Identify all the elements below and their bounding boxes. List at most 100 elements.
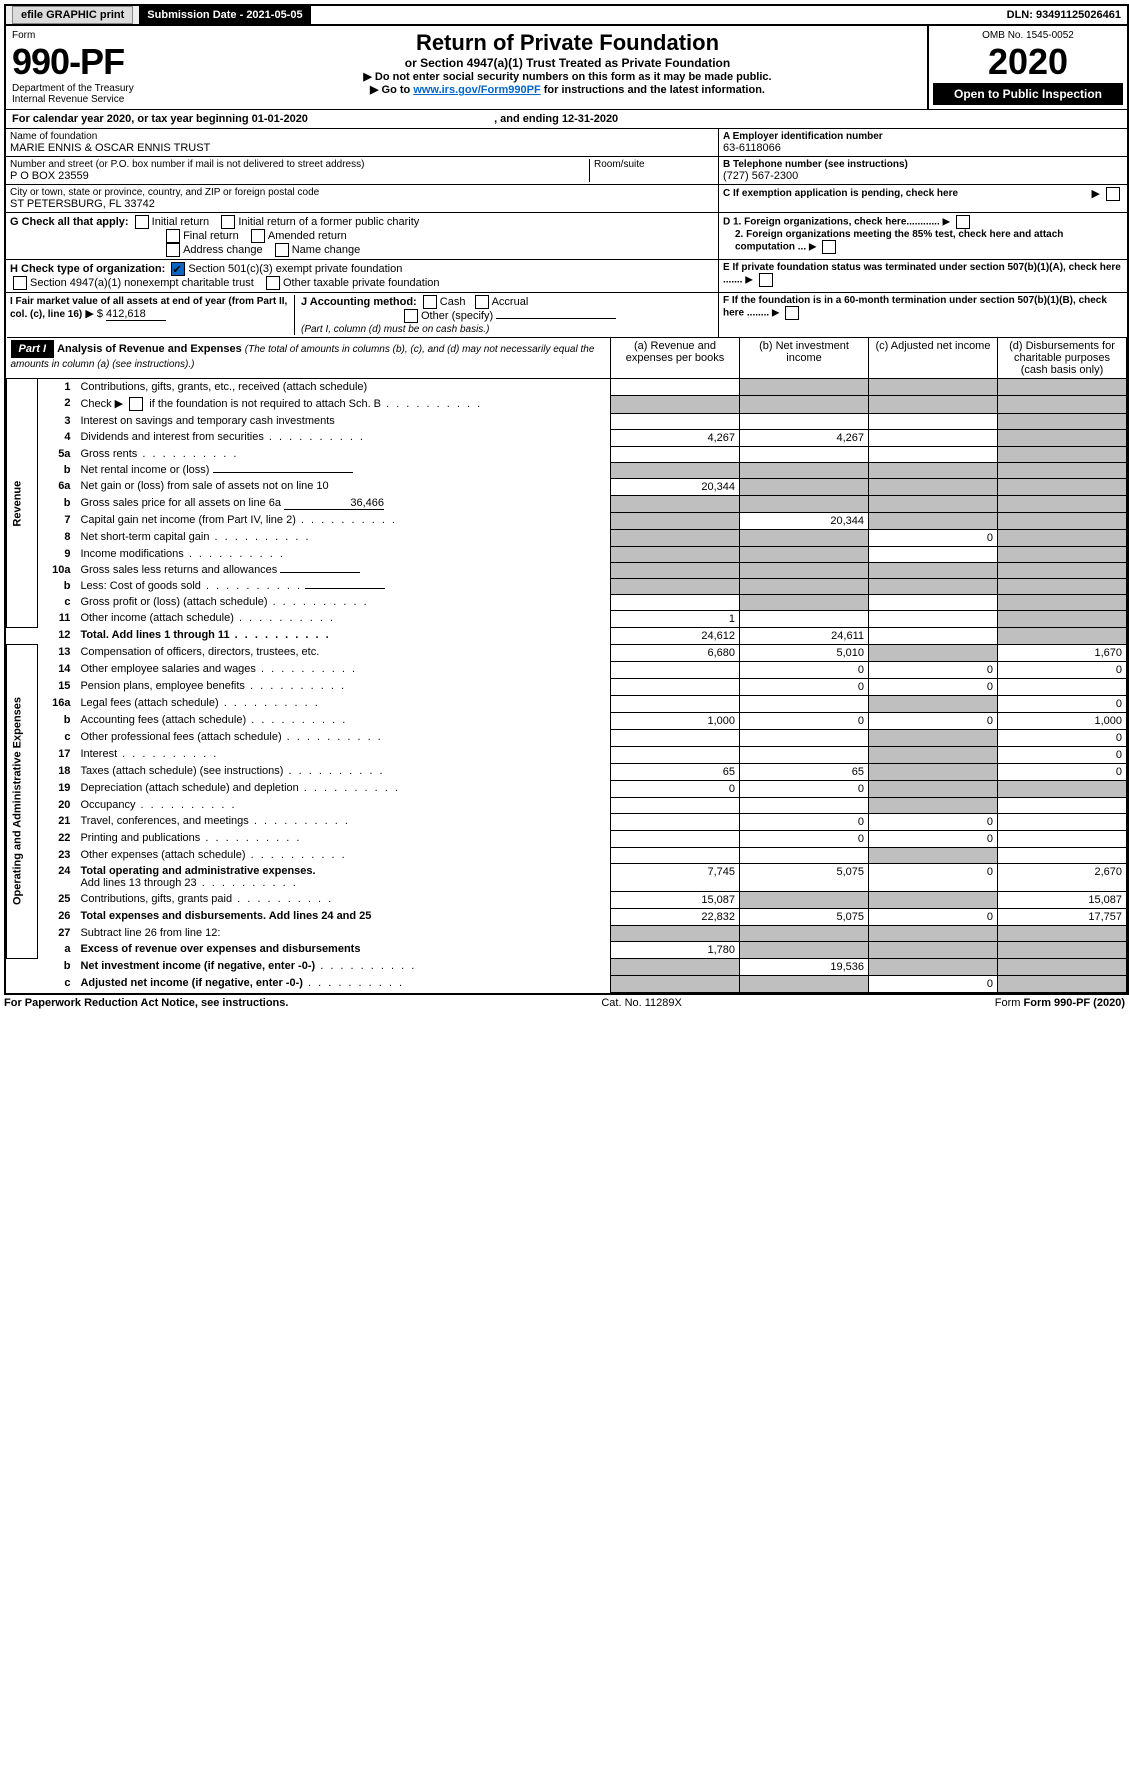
dln: DLN: 93491125026461 bbox=[1001, 6, 1127, 24]
col-b-hdr: (b) Net investment income bbox=[740, 338, 869, 379]
d1-label: D 1. Foreign organizations, check here..… bbox=[723, 217, 940, 228]
r26-a: 22,832 bbox=[611, 908, 740, 925]
r14-d: Other employee salaries and wages bbox=[76, 661, 610, 678]
instr2-pre: ▶ Go to bbox=[370, 84, 413, 96]
r6b-n: b bbox=[38, 495, 77, 512]
r16b-c: 0 bbox=[869, 712, 998, 729]
d2-chk[interactable] bbox=[822, 240, 836, 254]
r16c-d: Other professional fees (attach schedule… bbox=[76, 729, 610, 746]
lbl-addr-change: Address change bbox=[183, 244, 263, 256]
lbl-cash: Cash bbox=[440, 296, 466, 308]
r22-d: Printing and publications bbox=[76, 830, 610, 847]
r6b-inline: 36,466 bbox=[284, 497, 384, 510]
c-checkbox[interactable] bbox=[1106, 187, 1120, 201]
r26-d: Total expenses and disbursements. Add li… bbox=[76, 908, 610, 925]
tax-year: 2020 bbox=[933, 41, 1123, 83]
r7-d: Capital gain net income (from Part IV, l… bbox=[76, 512, 610, 529]
r27b-n: b bbox=[38, 958, 77, 975]
chk-amended[interactable] bbox=[251, 229, 265, 243]
r12-d: Total. Add lines 1 through 11 bbox=[76, 627, 610, 644]
r10c-n: c bbox=[38, 594, 77, 610]
chk-4947[interactable] bbox=[13, 276, 27, 290]
r3-d: Interest on savings and temporary cash i… bbox=[76, 413, 610, 429]
row-14: 14Other employee salaries and wages 000 bbox=[7, 661, 1127, 678]
row-4: 4Dividends and interest from securities … bbox=[7, 429, 1127, 446]
row-17: 17Interest 0 bbox=[7, 746, 1127, 763]
r1-d: Contributions, gifts, grants, etc., rece… bbox=[76, 379, 610, 396]
row-11: 11Other income (attach schedule) 1 bbox=[7, 610, 1127, 627]
addr-block: Number and street (or P.O. box number if… bbox=[6, 157, 718, 184]
cal-begin: 01-01-2020 bbox=[252, 113, 308, 125]
cal-end: 12-31-2020 bbox=[562, 113, 618, 125]
r11-d: Other income (attach schedule) bbox=[76, 610, 610, 627]
chk-cash[interactable] bbox=[423, 295, 437, 309]
j-note: (Part I, column (d) must be on cash basi… bbox=[301, 324, 489, 335]
footer-form: Form Form 990-PF (2020) bbox=[995, 997, 1125, 1009]
ein-label: A Employer identification number bbox=[723, 131, 1123, 142]
efile-btn[interactable]: efile GRAPHIC print bbox=[12, 6, 133, 24]
row-15: 15Pension plans, employee benefits 00 bbox=[7, 678, 1127, 695]
r1-n: 1 bbox=[38, 379, 77, 396]
r27b-b: 19,536 bbox=[740, 958, 869, 975]
r6a-n: 6a bbox=[38, 478, 77, 495]
chk-initial[interactable] bbox=[135, 215, 149, 229]
r13-a: 6,680 bbox=[611, 644, 740, 661]
header-center: Return of Private Foundation or Section … bbox=[208, 26, 927, 109]
row-25: 25Contributions, gifts, grants paid 15,0… bbox=[7, 891, 1127, 908]
instructions-link[interactable]: www.irs.gov/Form990PF bbox=[413, 84, 540, 96]
d1-chk[interactable] bbox=[956, 215, 970, 229]
r2-chk[interactable] bbox=[129, 397, 143, 411]
form-subtitle: or Section 4947(a)(1) Trust Treated as P… bbox=[212, 56, 923, 70]
ij-block: I Fair market value of all assets at end… bbox=[6, 293, 718, 337]
chk-name-change[interactable] bbox=[275, 243, 289, 257]
r15-d: Pension plans, employee benefits bbox=[76, 678, 610, 695]
row-16b: bAccounting fees (attach schedule) 1,000… bbox=[7, 712, 1127, 729]
phone-value: (727) 567-2300 bbox=[723, 170, 1123, 182]
row-27c: cAdjusted net income (if negative, enter… bbox=[7, 975, 1127, 992]
row-10c: cGross profit or (loss) (attach schedule… bbox=[7, 594, 1127, 610]
lbl-amended: Amended return bbox=[268, 230, 347, 242]
d-block: D 1. Foreign organizations, check here..… bbox=[718, 213, 1127, 259]
f-chk[interactable] bbox=[785, 306, 799, 320]
chk-accrual[interactable] bbox=[475, 295, 489, 309]
lbl-accrual: Accrual bbox=[492, 296, 529, 308]
e-chk[interactable] bbox=[759, 273, 773, 287]
r16b-b: 0 bbox=[740, 712, 869, 729]
city-row: City or town, state or province, country… bbox=[6, 184, 1127, 212]
r21-b: 0 bbox=[740, 813, 869, 830]
f-block: F If the foundation is in a 60-month ter… bbox=[718, 293, 1127, 337]
chk-other-tax[interactable] bbox=[266, 276, 280, 290]
city-block: City or town, state or province, country… bbox=[6, 185, 718, 212]
r10b-n: b bbox=[38, 578, 77, 594]
lbl-other-method: Other (specify) bbox=[421, 310, 493, 322]
chk-addr-change[interactable] bbox=[166, 243, 180, 257]
r10c-d: Gross profit or (loss) (attach schedule) bbox=[76, 594, 610, 610]
row-7: 7Capital gain net income (from Part IV, … bbox=[7, 512, 1127, 529]
r26-b: 5,075 bbox=[740, 908, 869, 925]
r13-d4: 1,670 bbox=[998, 644, 1127, 661]
dept: Department of the Treasury bbox=[12, 83, 202, 94]
chk-final[interactable] bbox=[166, 229, 180, 243]
r19-b: 0 bbox=[740, 780, 869, 797]
r4-a: 4,267 bbox=[611, 429, 740, 446]
chk-other-method[interactable] bbox=[404, 309, 418, 323]
r11-a: 1 bbox=[611, 610, 740, 627]
r13-d: Compensation of officers, directors, tru… bbox=[76, 644, 610, 661]
r27-n: 27 bbox=[38, 925, 77, 941]
chk-initial-former[interactable] bbox=[221, 215, 235, 229]
r14-n: 14 bbox=[38, 661, 77, 678]
r18-d4: 0 bbox=[998, 763, 1127, 780]
r5a-n: 5a bbox=[38, 446, 77, 462]
r7-b: 20,344 bbox=[740, 512, 869, 529]
r14-c: 0 bbox=[869, 661, 998, 678]
ein-value: 63-6118066 bbox=[723, 142, 1123, 154]
chk-501c3[interactable]: ✔ bbox=[171, 262, 185, 276]
r14-b: 0 bbox=[740, 661, 869, 678]
lbl-other-tax: Other taxable private foundation bbox=[283, 277, 440, 289]
row-5a: 5aGross rents bbox=[7, 446, 1127, 462]
col-d-hdr: (d) Disbursements for charitable purpose… bbox=[998, 338, 1127, 379]
r27c-n: c bbox=[38, 975, 77, 992]
r21-n: 21 bbox=[38, 813, 77, 830]
h-label: H Check type of organization: bbox=[10, 263, 165, 275]
r2-pre: Check ▶ bbox=[80, 398, 126, 410]
